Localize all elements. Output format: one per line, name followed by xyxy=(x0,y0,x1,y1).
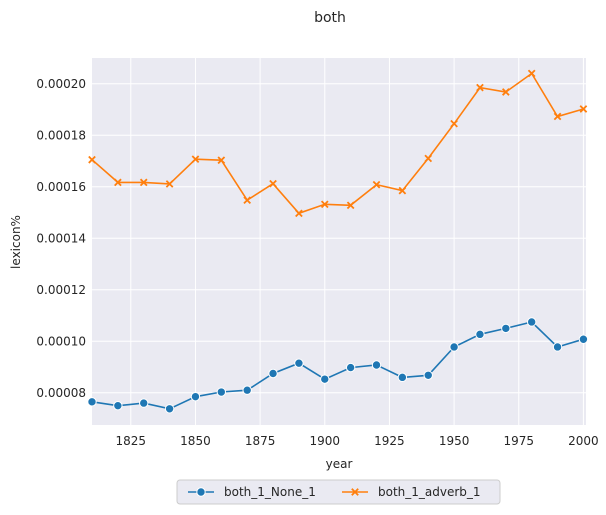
grid-lines xyxy=(92,58,586,425)
data-point xyxy=(476,83,484,92)
data-point xyxy=(243,196,252,205)
series-both_1_adverb_1 xyxy=(88,69,588,218)
data-point xyxy=(320,374,330,384)
data-point xyxy=(294,358,304,368)
x-tick-label: 1975 xyxy=(503,434,534,448)
data-point xyxy=(165,180,174,188)
data-point xyxy=(501,323,511,334)
data-point xyxy=(295,209,303,218)
data-point xyxy=(320,200,329,209)
data-point xyxy=(398,186,407,195)
legend-item: both_1_None_1 xyxy=(188,485,316,499)
y-tick-label: 0.00012 xyxy=(36,283,86,297)
y-tick-label: 0.00020 xyxy=(36,77,86,91)
legend: both_1_None_1 both_1_adverb_1 xyxy=(176,479,501,505)
data-point xyxy=(501,88,510,96)
data-point xyxy=(475,329,485,340)
y-tick-label: 0.00008 xyxy=(36,386,86,400)
data-point xyxy=(242,385,252,395)
x-tick-label: 2000 xyxy=(568,434,599,448)
y-tick-label: 0.00016 xyxy=(36,180,86,194)
data-point xyxy=(268,368,278,379)
data-point xyxy=(346,201,355,210)
series-line xyxy=(91,72,584,215)
chart-title: both xyxy=(314,10,346,26)
data-point xyxy=(397,372,408,383)
legend-marker xyxy=(196,487,206,497)
data-point xyxy=(450,119,458,128)
data-point xyxy=(114,178,122,187)
x-tick-label: 1875 xyxy=(245,434,276,448)
data-point xyxy=(553,112,562,121)
series-both_1_None_1 xyxy=(87,317,589,414)
data-point xyxy=(191,155,200,164)
data-point xyxy=(371,360,382,370)
x-tick-label: 1850 xyxy=(180,434,211,448)
legend-label: both_1_adverb_1 xyxy=(378,485,481,499)
y-axis-ticks: 0.00008 0.00010 0.00012 0.00014 0.00016 0.000… xyxy=(36,77,86,400)
legend-marker xyxy=(351,488,359,496)
data-point xyxy=(139,398,149,408)
data-point xyxy=(449,342,459,352)
x-tick-label: 1925 xyxy=(374,434,405,448)
y-tick-label: 0.00018 xyxy=(36,128,86,142)
data-point xyxy=(139,178,148,187)
data-point xyxy=(217,156,226,165)
data-point xyxy=(579,105,588,113)
y-tick-label: 0.00010 xyxy=(36,334,86,348)
data-point xyxy=(190,391,201,402)
plot-area xyxy=(92,58,586,425)
x-tick-label: 1825 xyxy=(116,434,147,448)
data-point xyxy=(526,317,537,327)
legend-item: both_1_adverb_1 xyxy=(342,485,481,499)
data-point xyxy=(552,342,563,352)
series-layer xyxy=(87,69,589,414)
data-point xyxy=(88,155,96,164)
data-point xyxy=(372,180,381,189)
x-tick-label: 1900 xyxy=(310,434,341,448)
x-tick-label: 1950 xyxy=(439,434,470,448)
y-axis-label: lexicon% xyxy=(9,215,23,269)
data-point xyxy=(164,404,175,414)
legend-box xyxy=(176,479,501,505)
data-point xyxy=(345,362,356,373)
data-point xyxy=(578,334,589,344)
y-tick-label: 0.00014 xyxy=(36,231,86,245)
data-point xyxy=(216,387,227,397)
data-point xyxy=(527,69,536,78)
data-point xyxy=(87,397,97,407)
data-point xyxy=(424,154,433,163)
data-point xyxy=(269,179,277,188)
legend-label: both_1_None_1 xyxy=(224,485,316,499)
x-axis-ticks: 1825 1850 1875 1900 1925 1950 1975 2000 xyxy=(116,434,599,448)
data-point xyxy=(423,370,433,380)
x-axis-label: year xyxy=(326,457,353,471)
data-point xyxy=(113,400,123,411)
